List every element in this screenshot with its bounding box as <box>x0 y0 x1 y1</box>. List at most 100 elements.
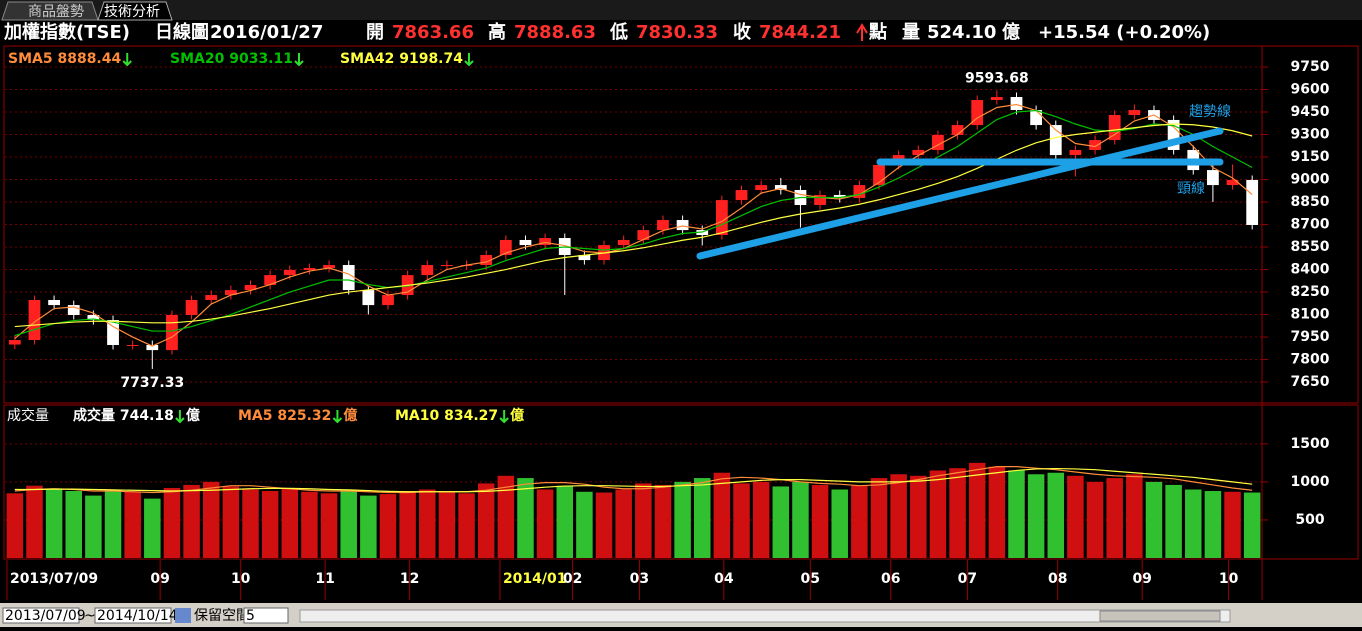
volume-bar <box>65 491 82 558</box>
candle-body <box>1030 110 1043 126</box>
y-tick-label: 9300 <box>1291 127 1330 143</box>
candle-body <box>932 134 944 150</box>
start-date[interactable]: 2013/07/09 <box>5 608 86 624</box>
close-label: 收 <box>733 21 751 43</box>
tab[interactable] <box>1 1 99 21</box>
legend-name: SMA42 <box>340 51 394 67</box>
y-tick-label: 8850 <box>1291 194 1330 210</box>
candle-body <box>676 220 689 231</box>
symbol: 加權指數(TSE) <box>3 21 130 43</box>
down-arrow <box>332 410 343 424</box>
tab-active[interactable] <box>97 1 173 21</box>
down-arrow <box>122 53 132 67</box>
candle-body <box>1108 115 1121 141</box>
x-tick-label: 08 <box>1048 571 1067 587</box>
y-tick-label: 1500 <box>1291 436 1330 452</box>
volume-bar <box>1106 478 1123 558</box>
candle-body <box>480 254 493 266</box>
candle-body <box>499 239 512 255</box>
low-label: 7737.33 <box>120 375 184 391</box>
open: 7863.66 <box>392 22 474 43</box>
candle-body <box>205 295 218 300</box>
volume-bar <box>26 485 43 558</box>
scrollbar[interactable] <box>299 609 1231 623</box>
x-tick-label: 10 <box>231 571 251 587</box>
y-tick-label: 8100 <box>1291 307 1330 323</box>
tab-label[interactable]: 商品盤勢 <box>28 4 84 20</box>
candle-body <box>1069 149 1082 156</box>
volume-bar <box>261 491 279 558</box>
volume-bar <box>1204 491 1222 558</box>
candle-body <box>715 200 728 236</box>
tab-label[interactable]: 技術分析 <box>104 4 160 20</box>
candle-body <box>67 305 80 315</box>
high-label: 9593.68 <box>965 70 1029 86</box>
candle-body <box>1089 140 1101 150</box>
candle-body <box>774 185 787 191</box>
volume-bar <box>556 485 574 558</box>
y-tick-label: 7800 <box>1291 352 1330 368</box>
y-tick-label: 9000 <box>1291 172 1330 188</box>
legend-value: 8888.44 <box>57 51 121 67</box>
reserve-input[interactable] <box>243 607 289 624</box>
volume-bar <box>85 495 102 558</box>
reserve-value[interactable]: 5 <box>246 608 255 624</box>
candle-body <box>441 265 453 267</box>
candle-body <box>755 185 768 191</box>
legend-entry: SMA5 8888.44 <box>8 51 121 67</box>
end-input[interactable] <box>94 607 172 624</box>
start-input[interactable] <box>2 607 80 624</box>
separator: ~ <box>84 608 96 624</box>
calendar-button[interactable] <box>175 608 191 623</box>
tab-bar <box>0 0 1362 20</box>
volume-bar <box>183 484 200 558</box>
volume-bar <box>851 485 868 558</box>
legend-value: 9198.74 <box>399 51 463 67</box>
y-tick-label: 7650 <box>1291 374 1330 390</box>
volume-bar <box>320 493 338 558</box>
down-arrow <box>175 410 185 424</box>
volume-bar <box>831 489 848 558</box>
volume-bar <box>1145 481 1163 558</box>
candle-body <box>264 275 277 285</box>
price-panel <box>3 45 1359 404</box>
candle-body <box>735 190 748 201</box>
legend-value: 825.32 <box>277 408 331 424</box>
legend-entry: SMA42 9198.74 <box>340 51 463 67</box>
candle-body <box>283 269 296 276</box>
legend-unit: 億 <box>343 407 357 424</box>
legend-name: 成交量 <box>73 407 115 424</box>
y-tick-label: 9600 <box>1291 82 1330 98</box>
end-date[interactable]: 2014/10/14 <box>97 608 178 624</box>
candle-body <box>382 295 394 306</box>
x-tick-label: 03 <box>630 571 649 587</box>
x-tick-label: 12 <box>400 571 419 587</box>
x-tick-label: 2013/07/09 <box>10 571 98 587</box>
volume-bar <box>910 475 927 558</box>
volume-bar <box>379 494 397 558</box>
x-tick-label: 2014/01 <box>503 571 567 587</box>
volume-bar <box>6 493 24 558</box>
y-tick-label: 9450 <box>1291 104 1330 120</box>
low: 7830.33 <box>636 22 718 43</box>
legend-entry: 成交量 744.18 <box>73 407 174 424</box>
volume-bar <box>419 489 436 558</box>
volume-bar <box>163 487 181 558</box>
candle-body <box>48 299 60 306</box>
volume-bar <box>949 468 966 558</box>
volume-bar <box>202 481 220 558</box>
x-tick-label: 07 <box>958 571 977 587</box>
scroll-thumb[interactable] <box>1099 610 1221 622</box>
candle-body <box>637 230 650 240</box>
volume-bar <box>752 481 770 558</box>
legend-value: 9033.11 <box>229 51 293 67</box>
x-tick-label: 02 <box>563 571 582 587</box>
candle-body <box>814 194 826 206</box>
legend-unit: 億 <box>186 407 200 424</box>
open-label: 開 <box>366 22 384 43</box>
volume-bar <box>968 462 986 558</box>
close-unit: 點 <box>868 22 887 43</box>
volume-bar <box>595 492 613 558</box>
y-tick-label: 8400 <box>1291 262 1330 278</box>
trend-label: 趨勢線 <box>1189 104 1231 120</box>
